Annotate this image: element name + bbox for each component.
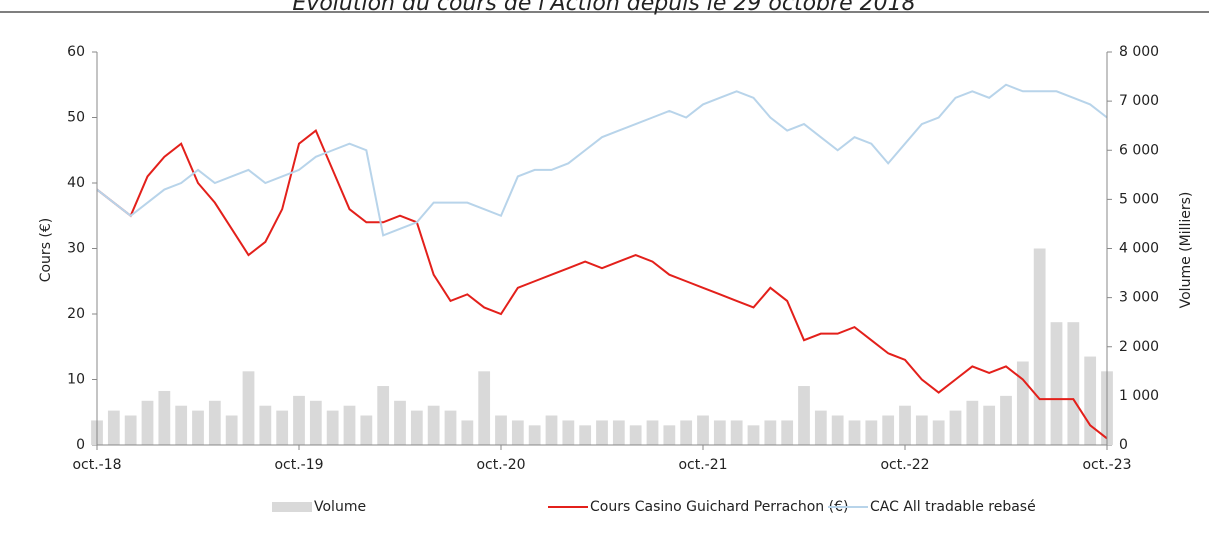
volume-bar [764, 420, 777, 445]
x-tick-label: oct.-22 [880, 457, 929, 473]
x-tick-label: oct.-18 [72, 457, 121, 473]
volume-bar [882, 415, 895, 445]
volume-bar [680, 420, 693, 445]
volume-bar [798, 386, 810, 445]
volume-bar [545, 415, 558, 445]
volume-bar [562, 420, 575, 445]
volume-bar [293, 395, 305, 445]
volume-bar [612, 420, 625, 445]
volume-bar [276, 410, 289, 445]
volume-bar [394, 400, 406, 445]
volume-bar [915, 415, 928, 445]
volume-bar [326, 410, 339, 445]
volume-bar [478, 371, 491, 445]
volume-bar [629, 425, 642, 445]
y2-tick-label: 5 000 [1119, 191, 1159, 207]
volume-bar [461, 420, 474, 445]
x-tick-label: oct.-23 [1082, 457, 1131, 473]
volume-bar [259, 405, 272, 445]
y2-tick-label: 7 000 [1119, 93, 1159, 109]
legend-swatch [272, 502, 312, 512]
volume-bar [444, 410, 457, 445]
volume-bar [663, 425, 676, 445]
volume-bar [1084, 356, 1097, 445]
volume-bar [730, 420, 743, 445]
volume-bar [697, 415, 709, 445]
volume-bar [1033, 248, 1046, 445]
volume-bar [427, 405, 440, 445]
y-tick-label: 20 [67, 306, 85, 322]
volume-bar [1050, 322, 1063, 445]
volume-bar [1067, 322, 1080, 445]
y-tick-label: 60 [67, 44, 85, 60]
volume-bar [225, 415, 238, 445]
volume-bar [175, 405, 188, 445]
volume-bar [579, 425, 592, 445]
y2-tick-label: 8 000 [1119, 44, 1159, 60]
chart-title: Evolution du cours de l'Action depuis le… [292, 0, 915, 16]
volume-bar [949, 410, 962, 445]
volume-bar [781, 420, 794, 445]
volume-bar [528, 425, 541, 445]
volume-bar [141, 400, 154, 445]
volume-bar [124, 415, 137, 445]
volume-bar [158, 390, 171, 445]
y-tick-label: 50 [67, 110, 85, 126]
y-tick-label: 10 [67, 372, 85, 388]
volume-bar [713, 420, 726, 445]
volume-bar [932, 420, 945, 445]
volume-bar [848, 420, 861, 445]
y2-tick-label: 3 000 [1119, 290, 1159, 306]
volume-bar [343, 405, 356, 445]
x-tick-label: oct.-21 [678, 457, 727, 473]
x-tick-label: oct.-20 [476, 457, 525, 473]
volume-bar [208, 400, 221, 445]
series-line [96, 83, 1108, 237]
y-tick-label: 0 [76, 437, 85, 453]
volume-bar [495, 415, 507, 445]
y2-tick-label: 2 000 [1119, 339, 1159, 355]
volume-bar [107, 410, 120, 445]
volume-bar [410, 410, 423, 445]
y-tick-label: 40 [67, 175, 85, 191]
y2-tick-label: 4 000 [1119, 241, 1159, 257]
y2-tick-label: 1 000 [1119, 388, 1159, 404]
volume-bar [192, 410, 204, 445]
volume-bar [1016, 361, 1029, 445]
volume-bar [360, 415, 373, 445]
volume-bar [511, 420, 524, 445]
y-axis-label: Cours (€) [38, 218, 54, 283]
volume-bar [309, 400, 322, 445]
volume-bar [899, 405, 911, 445]
volume-bar [1000, 395, 1012, 445]
volume-bar [646, 420, 659, 445]
y2-axis-label: Volume (Milliers) [1178, 192, 1194, 309]
volume-bar [983, 405, 996, 445]
volume-bar [242, 371, 255, 445]
volume-bar [814, 410, 827, 445]
volume-bar [865, 420, 878, 445]
legend-label: Volume [314, 499, 366, 515]
volume-bar [377, 386, 390, 445]
legend-label: Cours Casino Guichard Perrachon (€) [590, 499, 848, 515]
x-tick-label: oct.-19 [274, 457, 323, 473]
volume-bar [596, 420, 608, 445]
volume-bar [966, 400, 979, 445]
series-line [96, 129, 1108, 440]
y2-tick-label: 6 000 [1119, 142, 1159, 158]
legend-label: CAC All tradable rebasé [870, 499, 1036, 515]
volume-bar [831, 415, 844, 445]
volume-bar [747, 425, 760, 445]
y2-tick-label: 0 [1119, 437, 1128, 453]
y-tick-label: 30 [67, 241, 85, 257]
